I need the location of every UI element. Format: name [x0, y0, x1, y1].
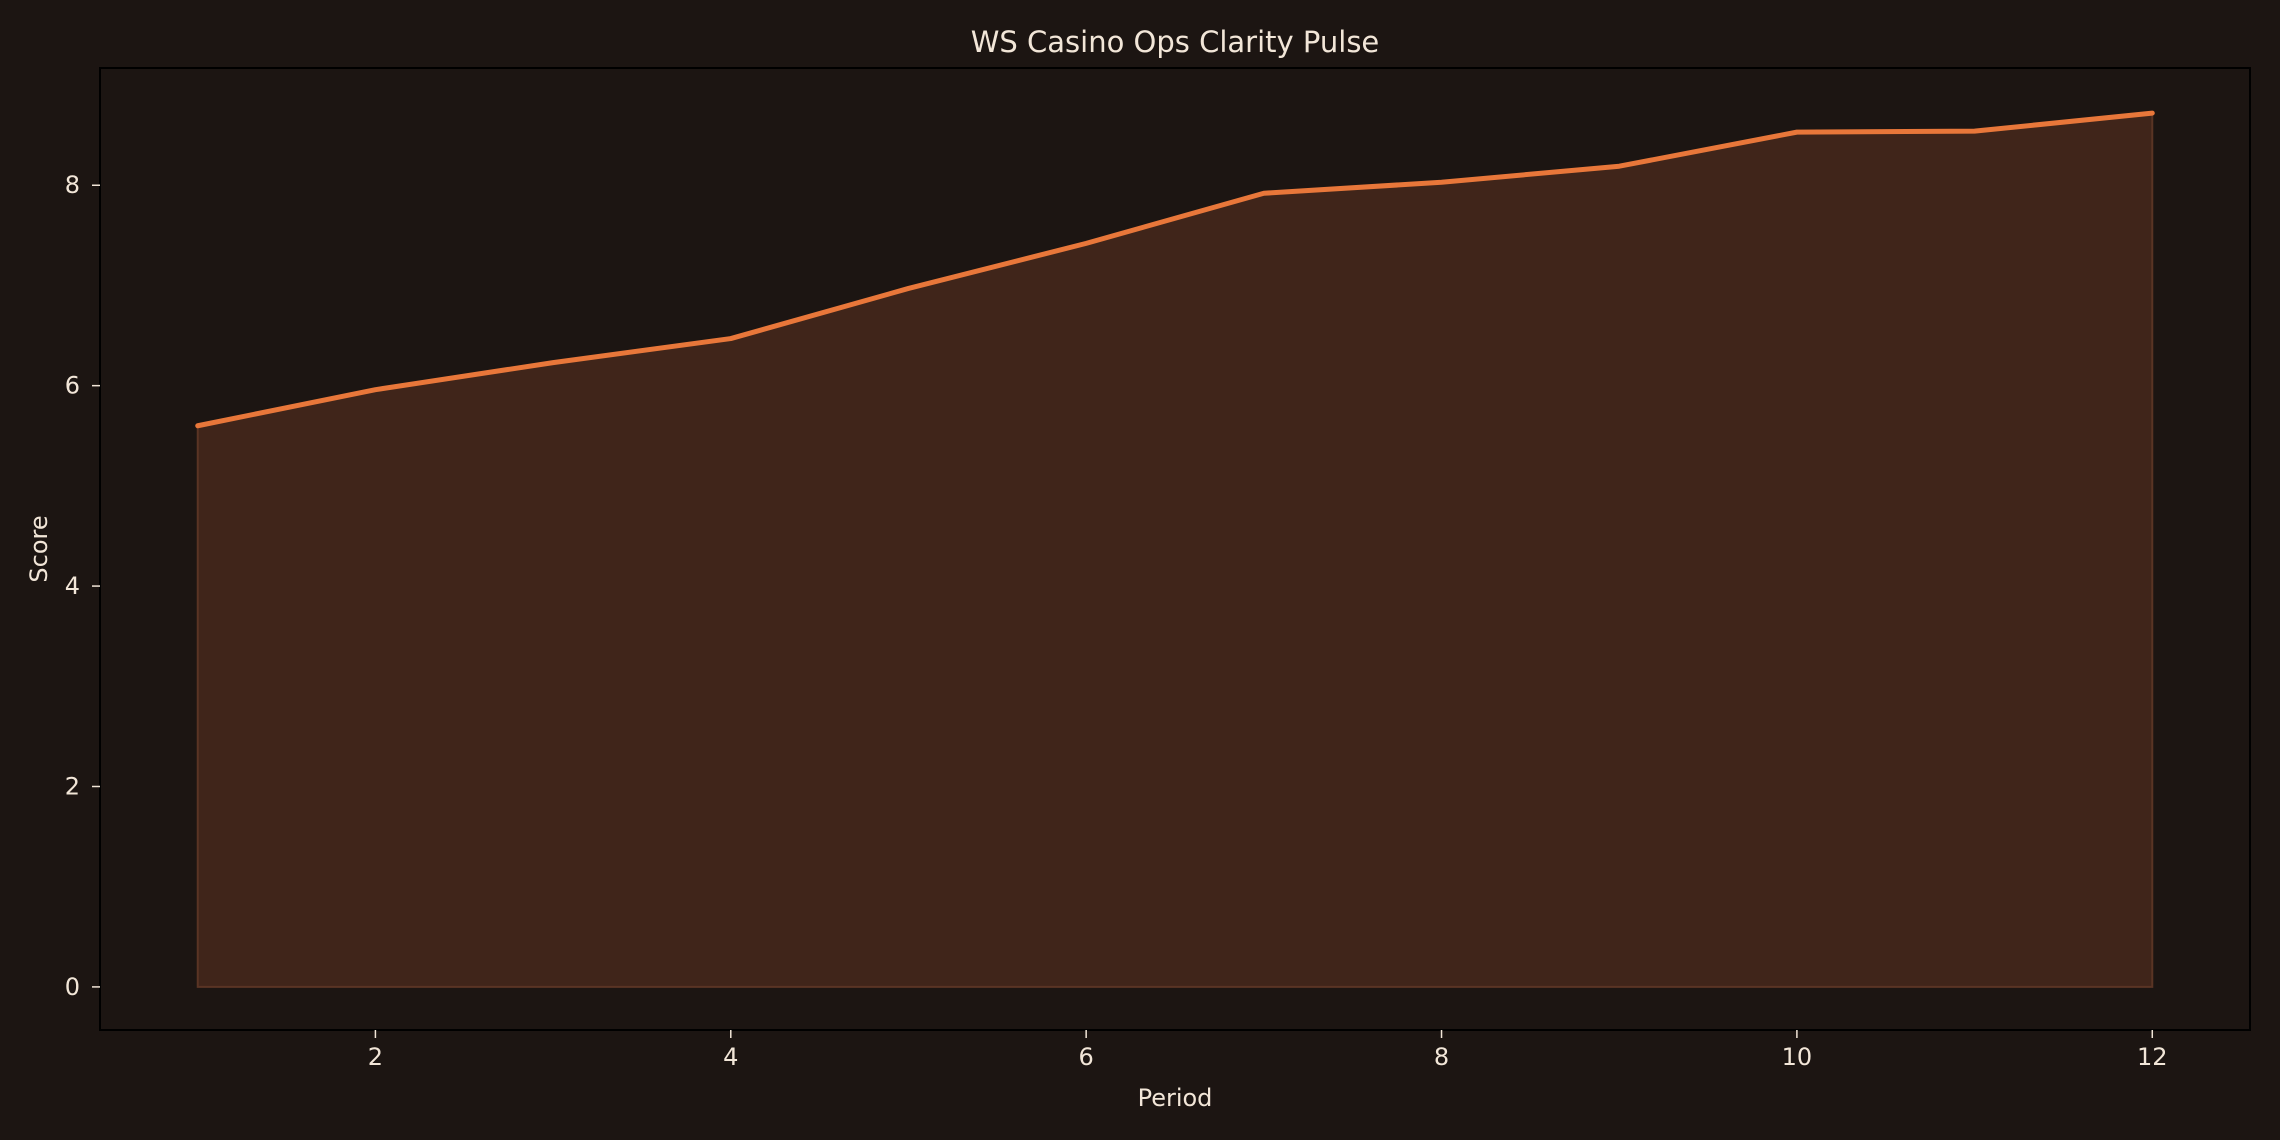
series-line-layer	[195, 110, 2155, 429]
y-axis-label: Score	[25, 515, 53, 582]
plot-frame	[99, 67, 2251, 1031]
series-line	[195, 110, 2155, 429]
data-point	[2150, 111, 2155, 116]
x-tick-label: 10	[1782, 1043, 1813, 1071]
data-point	[1617, 164, 1622, 169]
y-tick-label: 8	[65, 171, 80, 199]
x-tick-label: 6	[1079, 1043, 1094, 1071]
data-point	[195, 423, 200, 428]
x-axis-ticks: 2 4 6 8 10 12	[368, 1030, 2168, 1071]
data-point	[373, 387, 378, 392]
data-point	[1972, 129, 1977, 134]
y-tick-label: 6	[65, 372, 80, 400]
y-tick-label: 4	[65, 572, 80, 600]
x-axis-label: Period	[1138, 1084, 1213, 1112]
x-tick-label: 12	[2137, 1043, 2168, 1071]
x-tick-label: 2	[368, 1043, 383, 1071]
y-tick-label: 2	[65, 772, 80, 800]
x-tick-label: 4	[723, 1043, 738, 1071]
data-point	[728, 336, 733, 341]
data-point	[1794, 130, 1799, 135]
y-tick-label: 0	[65, 973, 80, 1001]
data-point	[906, 286, 911, 291]
data-point	[1439, 180, 1444, 185]
data-point	[551, 360, 556, 365]
y-axis-ticks: 0 2 4 6 8	[65, 171, 100, 1001]
chart-title: WS Casino Ops Clarity Pulse	[971, 25, 1380, 59]
data-point	[1084, 241, 1089, 246]
data-point	[1261, 191, 1266, 196]
x-tick-label: 8	[1434, 1043, 1449, 1071]
